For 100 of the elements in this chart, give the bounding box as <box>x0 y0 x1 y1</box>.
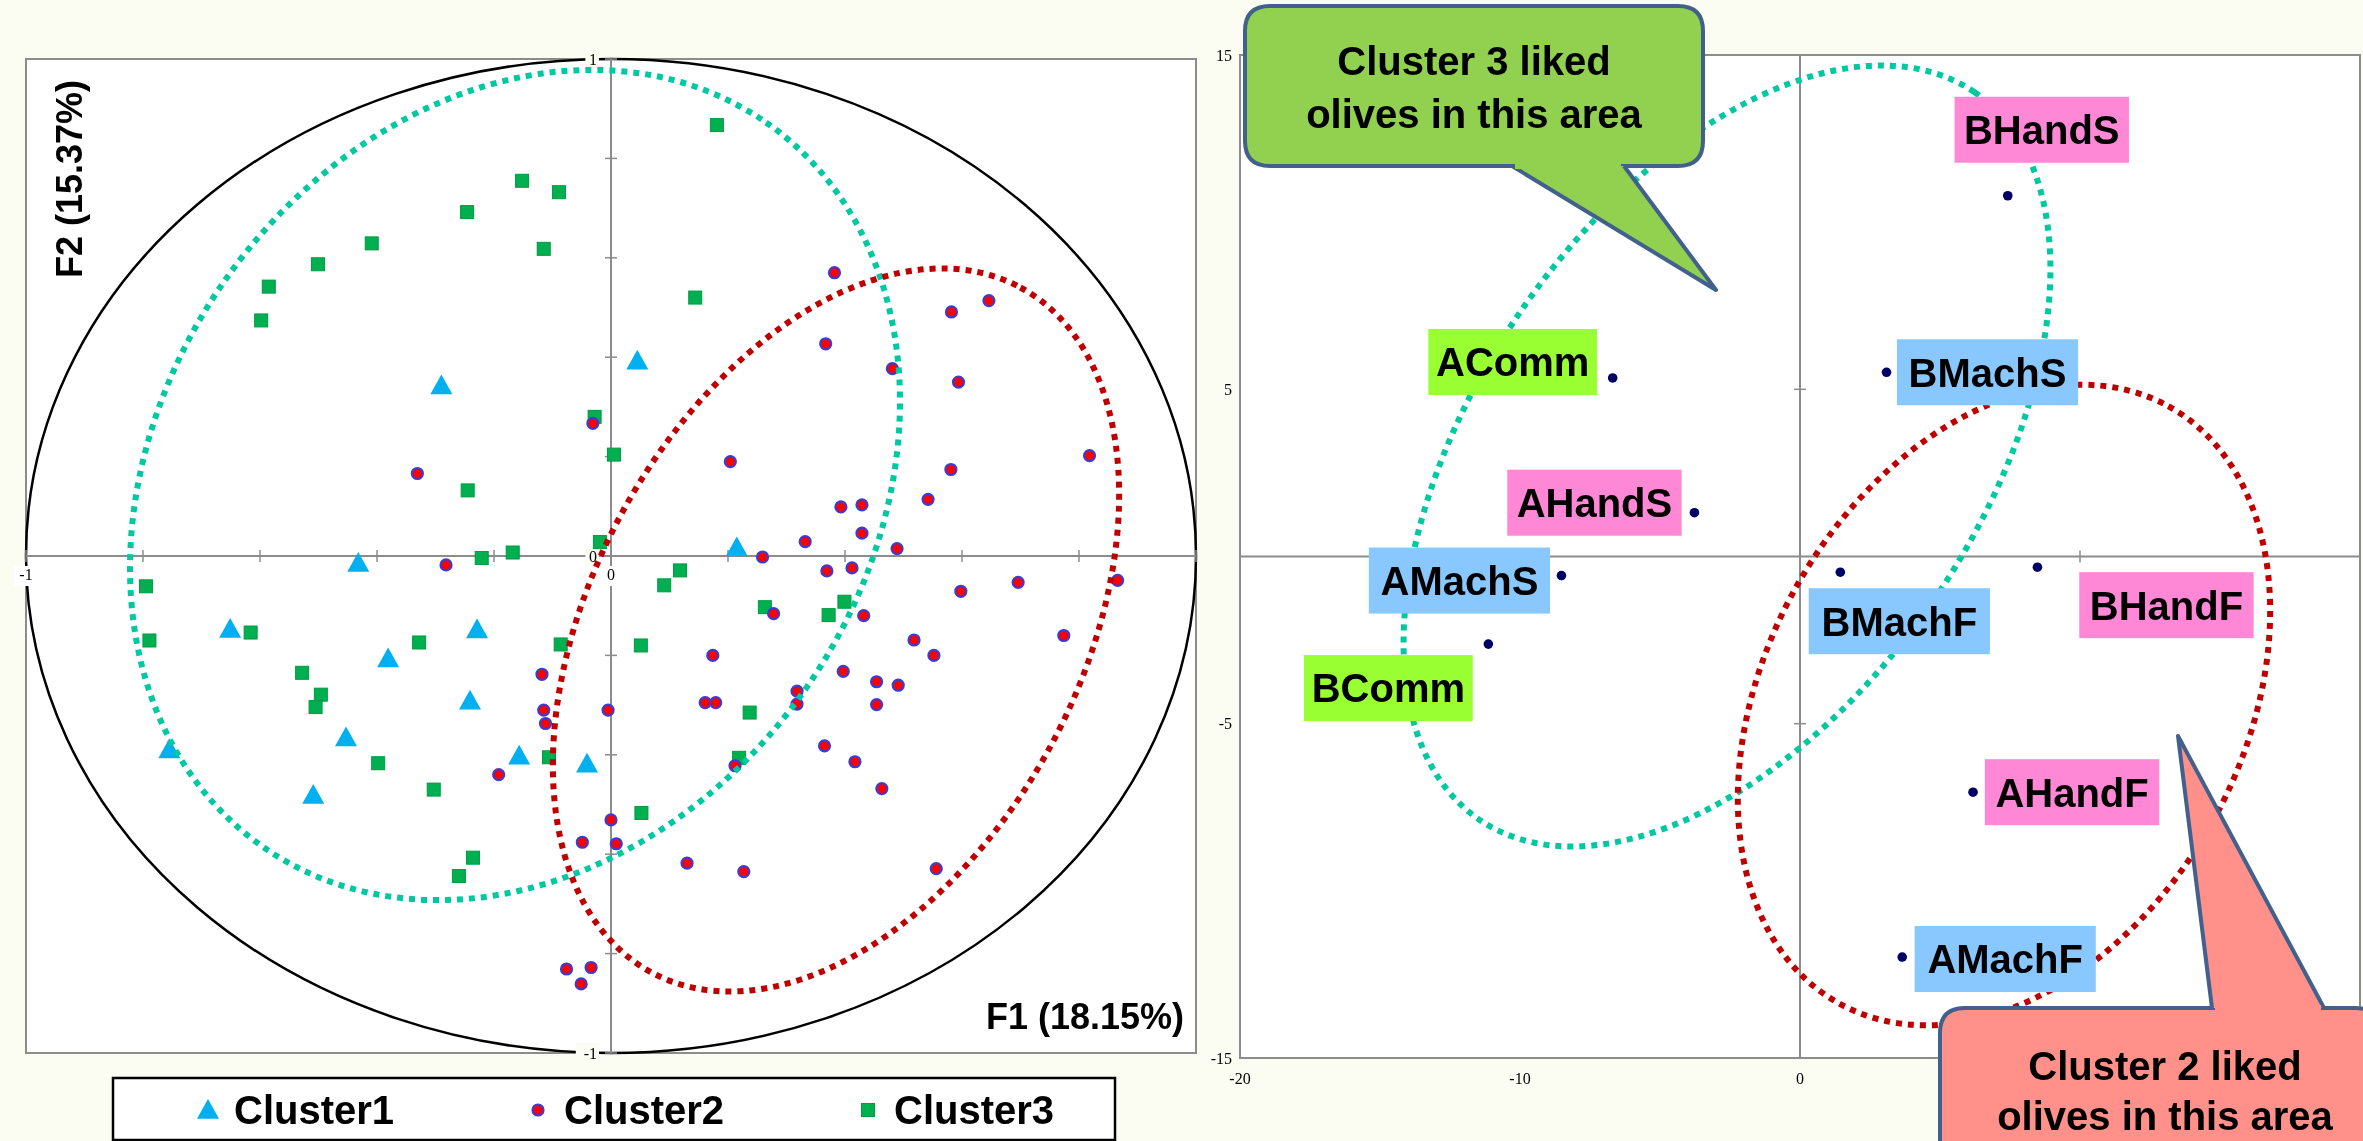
point <box>885 362 899 376</box>
point <box>954 584 968 598</box>
point <box>2002 190 2013 201</box>
point <box>698 696 712 710</box>
point <box>1689 507 1700 518</box>
annotation: AComm <box>1436 340 1590 385</box>
annotation: BMachF <box>1821 599 1978 644</box>
point <box>377 647 400 668</box>
point <box>1111 573 1125 587</box>
point <box>254 313 269 328</box>
annotation: Cluster 3 liked olives in this area <box>1306 39 1643 136</box>
point <box>459 689 482 710</box>
point <box>709 696 723 710</box>
point <box>559 962 574 976</box>
point <box>929 862 943 876</box>
annotation: Cluster 2 liked olives in this area <box>1997 1044 2334 1138</box>
point <box>626 349 649 370</box>
point <box>308 700 323 715</box>
point <box>827 266 842 280</box>
point <box>737 865 751 879</box>
point <box>1011 575 1025 589</box>
y-tick-label: 1 <box>589 50 597 68</box>
point <box>219 618 242 638</box>
point <box>1968 787 1978 798</box>
point <box>460 205 475 220</box>
point <box>430 374 453 395</box>
point <box>820 564 834 578</box>
point <box>460 483 475 498</box>
point <box>891 678 905 692</box>
point <box>921 492 935 506</box>
point <box>869 698 884 712</box>
annotation: AMachS <box>1380 558 1539 603</box>
point <box>834 500 848 514</box>
point <box>295 665 310 680</box>
point <box>869 675 884 689</box>
point <box>347 551 370 572</box>
point <box>609 837 623 851</box>
annotation: BHandF <box>2089 583 2244 628</box>
point <box>890 541 904 556</box>
point <box>706 648 720 662</box>
point <box>951 375 966 389</box>
point <box>657 578 672 593</box>
point <box>535 667 549 681</box>
point <box>1483 639 1494 649</box>
point <box>798 534 812 549</box>
legend-label: Cluster2 <box>564 1088 725 1133</box>
point <box>426 782 441 797</box>
y-tick-label: 15 <box>1216 46 1232 64</box>
annotation: AHandS <box>1516 481 1673 526</box>
point <box>817 739 832 753</box>
point <box>855 526 869 540</box>
point <box>1835 567 1846 578</box>
point <box>364 236 379 251</box>
point <box>725 536 748 557</box>
y-tick-label: -1 <box>583 1044 597 1062</box>
point <box>553 637 568 652</box>
point <box>709 118 724 133</box>
point <box>451 869 466 884</box>
point <box>439 558 453 572</box>
point <box>857 609 871 623</box>
point <box>927 648 941 662</box>
point <box>848 755 862 769</box>
point <box>465 850 480 865</box>
annotation: AMachF <box>1927 937 2083 982</box>
point <box>371 756 386 771</box>
point <box>574 977 588 991</box>
point <box>551 185 566 200</box>
point <box>334 726 357 747</box>
point <box>845 561 859 575</box>
point <box>2032 562 2043 572</box>
point <box>606 447 621 462</box>
point <box>584 960 598 975</box>
point <box>515 173 530 188</box>
point <box>688 290 703 305</box>
y-tick-label: -15 <box>1210 1049 1232 1067</box>
point <box>505 545 520 560</box>
x-tick-label: -20 <box>1229 1070 1251 1087</box>
point <box>576 752 599 773</box>
annotation: BHandS <box>1963 108 2120 153</box>
point <box>723 454 737 469</box>
point <box>1057 628 1071 643</box>
x-axis-title: F1 (18.15%) <box>985 996 1184 1037</box>
point <box>1897 952 1907 962</box>
x-tick-label: 0 <box>1796 1070 1804 1087</box>
point <box>1082 449 1097 463</box>
point <box>410 466 424 481</box>
point <box>142 633 157 648</box>
point <box>604 813 618 827</box>
point <box>875 782 889 796</box>
point <box>1607 373 1618 383</box>
annotation: BMachS <box>1908 350 2067 395</box>
point <box>1881 367 1892 378</box>
point <box>836 664 850 678</box>
point <box>819 337 833 351</box>
legend-label: Cluster1 <box>234 1088 395 1133</box>
point <box>466 618 489 639</box>
annotation: AHandF <box>1995 770 2149 815</box>
point <box>982 293 996 308</box>
point <box>261 279 276 294</box>
point <box>508 744 531 765</box>
